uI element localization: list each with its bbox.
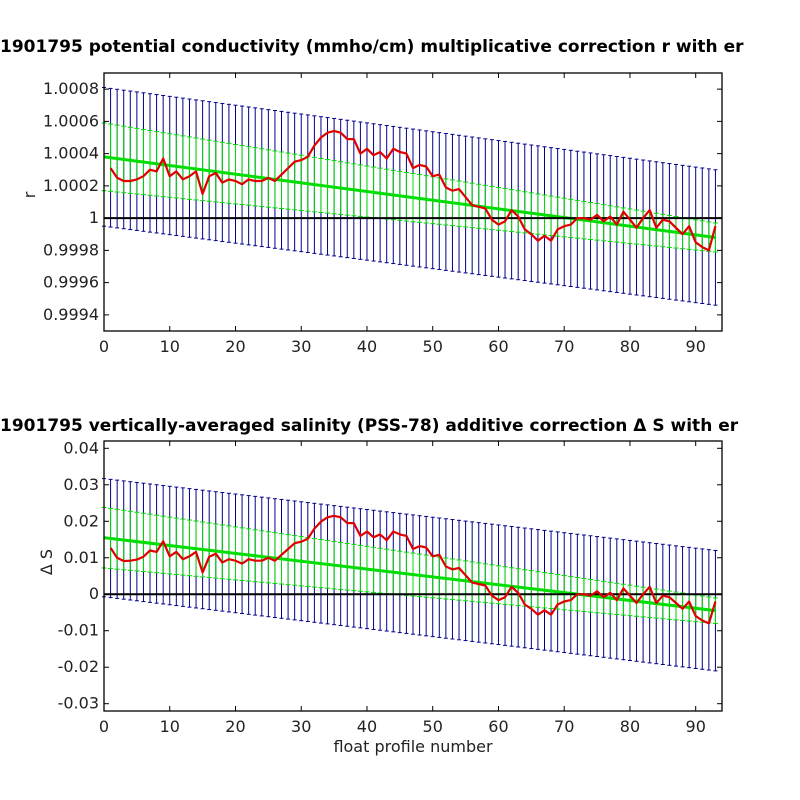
y-tick-label: 1.0008 <box>43 79 99 98</box>
x-tick-label: 20 <box>225 337 245 356</box>
x-tick-label: 50 <box>423 337 443 356</box>
y-tick-label: 0.04 <box>63 438 99 457</box>
y-tick-label: 1.0006 <box>43 111 99 130</box>
x-tick-label: 60 <box>488 337 508 356</box>
y-tick-label: 0.9994 <box>43 305 99 324</box>
x-tick-label: 70 <box>554 717 574 736</box>
axes-box <box>103 440 723 712</box>
series-line <box>109 129 717 252</box>
y-tick-label: 0.03 <box>63 475 99 494</box>
y-tick-label: 1.0004 <box>43 144 99 163</box>
x-tick-label: 50 <box>423 717 443 736</box>
x-tick-label: 40 <box>357 337 377 356</box>
x-tick-label: 0 <box>99 337 109 356</box>
plot-area: 0 10 20 30 40 50 60 70 80 90 -0.03 -0.02 -0.01 0 0.01 0… <box>58 438 723 736</box>
x-tick-label: 70 <box>554 337 574 356</box>
y-tick-label: -0.02 <box>58 657 99 676</box>
y-tick-label: 0.9998 <box>43 240 99 259</box>
y-tick-label: -0.01 <box>58 621 99 640</box>
x-axis-label: float profile number <box>333 737 493 756</box>
x-tick-label: 10 <box>160 717 180 736</box>
salinity-correction-panel: 1901795 vertically-averaged salinity (PS… <box>0 416 739 756</box>
y-tick-label: 0.02 <box>63 511 99 530</box>
y-tick-label: 0.9996 <box>43 273 99 292</box>
chart-title: 1901795 vertically-averaged salinity (PS… <box>0 416 739 436</box>
chart-title: 1901795 potential conductivity (mmho/cm)… <box>0 37 744 57</box>
series-line <box>109 514 717 625</box>
y-tick-label: 1.0002 <box>43 176 99 195</box>
fit-line <box>103 155 716 239</box>
y-tick-label: 1 <box>89 208 99 227</box>
y-tick-label: 0 <box>89 584 99 603</box>
x-tick-label: 90 <box>686 717 706 736</box>
x-tick-label: 30 <box>291 337 311 356</box>
x-tick-label: 0 <box>99 717 109 736</box>
x-tick-label: 30 <box>291 717 311 736</box>
x-tick-label: 90 <box>686 337 706 356</box>
y-tick-label: -0.03 <box>58 694 99 713</box>
x-tick-label: 40 <box>357 717 377 736</box>
x-tick-label: 80 <box>620 717 640 736</box>
x-tick-label: 80 <box>620 337 640 356</box>
fit-line <box>103 536 716 613</box>
y-tick-label: 0.01 <box>63 548 99 567</box>
x-tick-label: 20 <box>225 717 245 736</box>
x-tick-label: 10 <box>160 337 180 356</box>
plot-area: 0 10 20 30 40 50 60 70 80 90 0.9994 0.9996 0.9998 1 1.… <box>43 72 723 356</box>
axes-box <box>103 72 723 332</box>
x-tick-label: 60 <box>488 717 508 736</box>
conductivity-correction-panel: 1901795 potential conductivity (mmho/cm)… <box>0 37 744 356</box>
y-axis-label: r <box>20 191 39 198</box>
y-axis-label: Δ S <box>37 549 56 575</box>
